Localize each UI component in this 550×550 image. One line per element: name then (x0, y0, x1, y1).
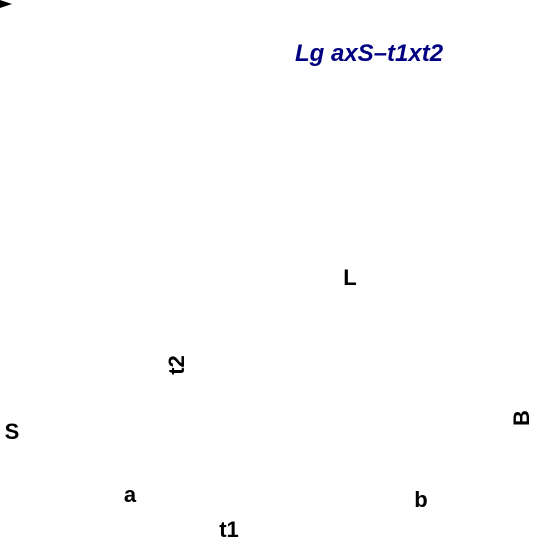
dim-t1-label: t1 (219, 517, 239, 543)
dim-S-label: S (5, 419, 20, 445)
dim-a-label: a (124, 482, 136, 508)
dim-B-label: B (509, 410, 535, 426)
dim-t2-label: t2 (164, 355, 190, 375)
diagram-canvas: Lg axS–t1xt2 L B t2 a t1 b S (0, 0, 550, 550)
formula-title: Lg axS–t1xt2 (295, 40, 443, 68)
diagram-svg (0, 0, 550, 550)
dim-b-label: b (414, 487, 427, 513)
dim-L-label: L (343, 265, 356, 291)
